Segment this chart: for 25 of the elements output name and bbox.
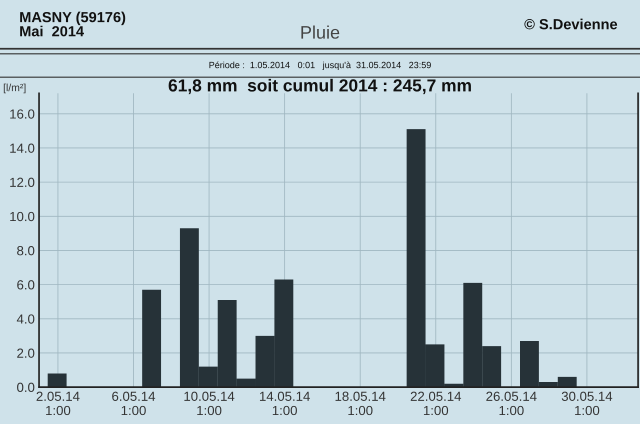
y-tick-label: 4.0 [16, 314, 34, 324]
annotation: 61,8 mm soit cumul 2014 : 245,7 mm [168, 78, 471, 94]
bar [48, 373, 67, 388]
text: MASNY (59176) Mai 2014 [20, 12, 126, 36]
y-tick-label: 0.0 [17, 382, 34, 392]
x-tick-label: 10.05.14 1:00 [184, 392, 234, 416]
text: © S.Devienne [524, 18, 618, 30]
x-tick-label: 22.05.14 1:00 [410, 392, 462, 416]
y-tick-label: 8.0 [17, 246, 34, 256]
x-tick-label: 30.05.14 1:00 [562, 392, 612, 416]
x-tick-label: 14.05.14 1:00 [260, 392, 310, 416]
y-tick-label: 14.0 [10, 144, 34, 153]
x-tick-label: 18.05.14 1:00 [336, 392, 386, 416]
y-tick-label: 10.0 [10, 212, 34, 222]
y-tick-label: 12.0 [10, 178, 34, 188]
x-tick-label: 26.05.14 1:00 [486, 392, 537, 416]
x-tick-label: 6.05.14 1:00 [112, 392, 156, 416]
x-tick-label: 2.05.14 1:00 [36, 392, 80, 416]
bar [142, 290, 162, 388]
chart-title: Pluie [301, 26, 340, 39]
text: Période : 1.05.2014 0:01 jusqu'à 31.05.2014 23:59 [209, 61, 431, 70]
y-tick-label: 2.0 [17, 348, 34, 358]
y-tick-label: 6.0 [17, 280, 34, 290]
y-tick-label: 16.0 [10, 109, 34, 119]
y-axis-title: [l/m²] [4, 84, 26, 94]
